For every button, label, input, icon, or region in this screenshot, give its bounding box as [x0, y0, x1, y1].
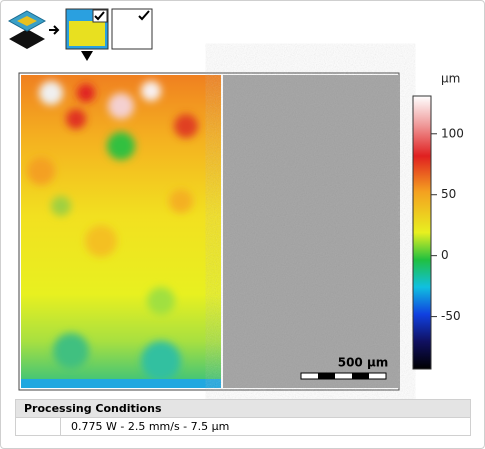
toolbar — [7, 8, 153, 61]
height-map — [21, 75, 221, 388]
conditions-table: Processing Conditions 0.775 W - 2.5 mm/s… — [15, 399, 471, 436]
sem-image — [223, 75, 398, 388]
colorbar-tick-label: 50 — [441, 187, 456, 201]
colorbar-tick-label: 100 — [441, 126, 464, 140]
viewer: 500 µm µm 100 50 0 -50 — [7, 8, 464, 391]
scale-bar-label: 500 µm — [338, 356, 389, 370]
layer-icon[interactable] — [9, 29, 45, 49]
colorbar-tick-label: 0 — [441, 248, 449, 262]
table-header: Processing Conditions — [15, 399, 471, 418]
colorbar-tick-label: -50 — [441, 309, 461, 323]
table-cell: 0.775 W - 2.5 mm/s - 7.5 µm — [71, 420, 230, 433]
table-row: 0.775 W - 2.5 mm/s - 7.5 µm — [15, 418, 471, 436]
colorbar — [412, 95, 432, 370]
scale-bar: 500 µm — [300, 356, 389, 380]
colorbar-unit: µm — [441, 72, 460, 86]
